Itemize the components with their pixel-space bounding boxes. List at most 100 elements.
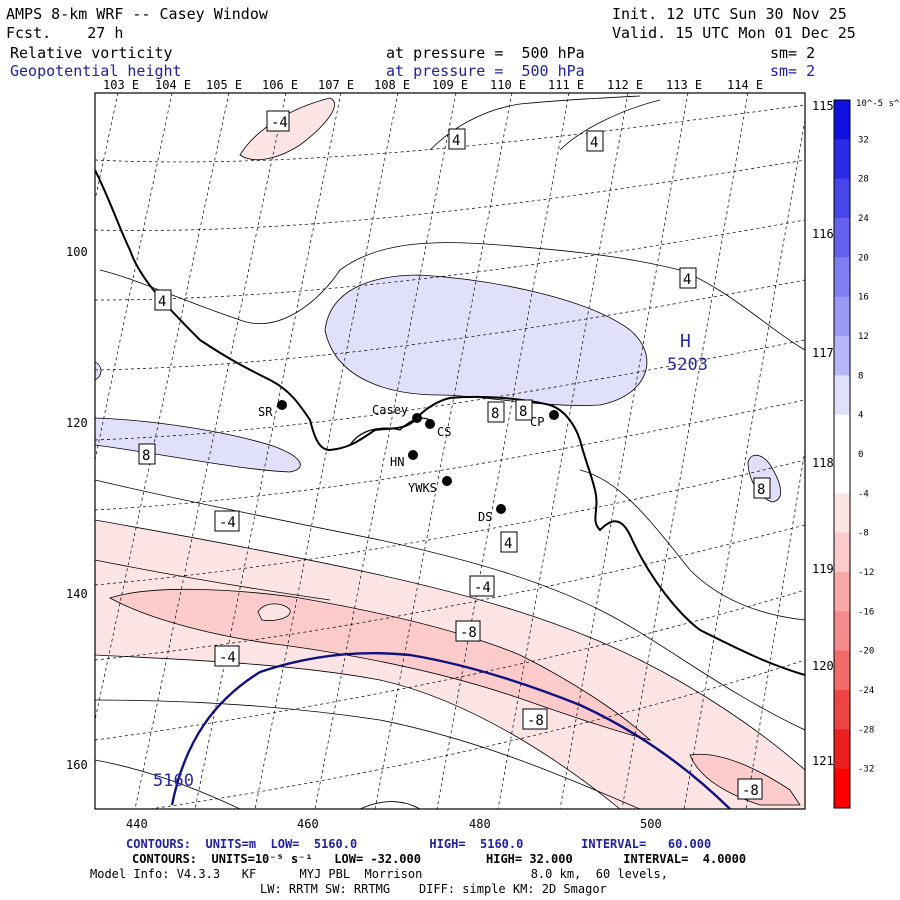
latlon-grid (95, 93, 805, 809)
colorbar-tick-label: -4 (858, 489, 869, 499)
high-value: 5203 (667, 355, 708, 375)
station-label: Casey (372, 403, 408, 417)
contour-label: 4 (452, 133, 460, 149)
colorbar-tick-label: -16 (858, 607, 874, 617)
x-tick: 480 (469, 817, 491, 831)
colorbar-tick-label: 16 (858, 293, 869, 303)
band-hole (257, 603, 291, 621)
lon-label: 105 E (206, 78, 242, 92)
x-axis-labels: 440 460 480 500 (126, 817, 662, 831)
footer-height-contours: CONTOURS: UNITS=m LOW= 5160.0 HIGH= 5160… (126, 837, 712, 851)
forecast-hour: Fcst. 27 h (6, 24, 124, 42)
map-frame (94, 92, 806, 810)
station-marker (408, 450, 418, 460)
lon-label: 109 E (432, 78, 468, 92)
contour-label: 8 (491, 406, 499, 422)
vorticity-shading (95, 97, 805, 809)
contour-label: -4 (219, 515, 236, 531)
positive-patch-edge (95, 361, 102, 381)
station-label: CP (530, 415, 544, 429)
colorbar-swatch (834, 375, 850, 416)
field2-level: at pressure = 500 hPa (386, 62, 585, 80)
stations: SR Casey CS HN YWKS DS CP (258, 400, 559, 524)
colorbar-swatch (834, 572, 850, 612)
colorbar-tick-label: 24 (858, 214, 869, 224)
colorbar-ticks: 32 28 24 20 16 12 8 4 0 -4 -8 -12 -16 -20 -24 -28 -32 (858, 135, 874, 774)
contour-label: -8 (460, 625, 477, 641)
contour-label: 4 (590, 135, 598, 151)
colorbar-swatch (834, 178, 850, 219)
colorbar-tick-label: -20 (858, 647, 874, 657)
colorbar-tick-label: -12 (858, 568, 874, 578)
y-tick: 120 (66, 416, 88, 430)
colorbar-tick-label: -8 (858, 529, 869, 539)
colorbar-swatch (834, 611, 850, 652)
footer-model-info: Model Info: V4.3.3 KF MYJ PBL Morrison 8… (90, 867, 668, 881)
colorbar-swatch (834, 100, 850, 140)
contour-label: 8 (757, 482, 765, 498)
station-marker (277, 400, 287, 410)
lon-label: 104 E (155, 78, 191, 92)
footer-physics: LW: RRTM SW: RRTMG DIFF: simple KM: 2D S… (260, 882, 607, 896)
contour-label: 4 (683, 272, 691, 288)
colorbar-tick-label: 4 (858, 411, 863, 421)
strong-negative-band (108, 588, 652, 741)
colorbar-swatch (834, 650, 850, 691)
geopotential-5160-contour (170, 651, 731, 809)
x-tick: 500 (640, 817, 662, 831)
y-axis-labels: 100 120 140 160 (66, 245, 88, 772)
contour-label: 4 (504, 536, 512, 552)
colorbar-swatch (834, 532, 850, 573)
high-symbol: H (680, 331, 691, 352)
lon-label: 110 E (490, 78, 526, 92)
lon-label: 114 E (727, 78, 763, 92)
colorbar-tick-label: -32 (858, 765, 874, 775)
x-tick: 460 (297, 817, 319, 831)
contour-label: -4 (474, 580, 491, 596)
lon-label: 108 E (374, 78, 410, 92)
lon-label: 111 E (548, 78, 584, 92)
field2-smoothing: sm= 2 (770, 62, 816, 80)
contour-label: -4 (271, 115, 288, 131)
contour-label: -8 (527, 713, 544, 729)
colorbar-swatch (834, 729, 850, 770)
lon-label: 103 E (103, 78, 139, 92)
colorbar-swatch (834, 296, 850, 337)
colorbar-swatch (834, 454, 850, 494)
field1-smoothing: sm= 2 (770, 44, 816, 62)
contour-label: 8 (142, 448, 150, 464)
station-marker (442, 476, 452, 486)
colorbar-tick-label: 20 (858, 253, 869, 263)
contour-label: -4 (219, 650, 236, 666)
station-marker (425, 419, 435, 429)
colorbar-tick-label: 28 (858, 175, 869, 185)
height-labels: H 5203 5160 (153, 331, 708, 791)
init-time: Init. 12 UTC Sun 30 Nov 25 (612, 5, 847, 23)
colorbar-swatch (834, 690, 850, 730)
lon-label: 113 E (666, 78, 702, 92)
lon-label: 112 E (607, 78, 643, 92)
colorbar-swatch (834, 336, 850, 376)
colorbar (833, 99, 851, 809)
positive-vorticity-patch (324, 274, 648, 406)
station-label: YWKS (408, 481, 437, 495)
plot-title: AMPS 8-km WRF -- Casey Window (6, 5, 268, 23)
lon-label: 107 E (318, 78, 354, 92)
x-tick: 440 (126, 817, 148, 831)
y-tick: 160 (66, 758, 88, 772)
contour-labels: -4 4 4 4 4 8 8 8 8 -4 4 -4 -8 -4 -8 -8 (138, 110, 771, 800)
positive-patch-west (95, 417, 301, 473)
colorbar-swatch (834, 493, 850, 534)
colorbar-unit: 10^-5 s^-1 (856, 99, 900, 109)
height-contour-label: 5160 (153, 771, 194, 791)
contour-label: -8 (742, 783, 759, 799)
colorbar-tick-label: 0 (858, 450, 863, 460)
colorbar-tick-label: -24 (858, 686, 874, 696)
colorbar-tick-label: 32 (858, 135, 869, 145)
station-label: CS (437, 425, 451, 439)
colorbar-swatch (834, 257, 850, 298)
y-tick: 140 (66, 587, 88, 601)
station-marker (496, 504, 506, 514)
colorbar-tick-label: 8 (858, 371, 863, 381)
longitude-labels: 103 E 104 E 105 E 106 E 107 E 108 E 109 … (103, 78, 763, 92)
